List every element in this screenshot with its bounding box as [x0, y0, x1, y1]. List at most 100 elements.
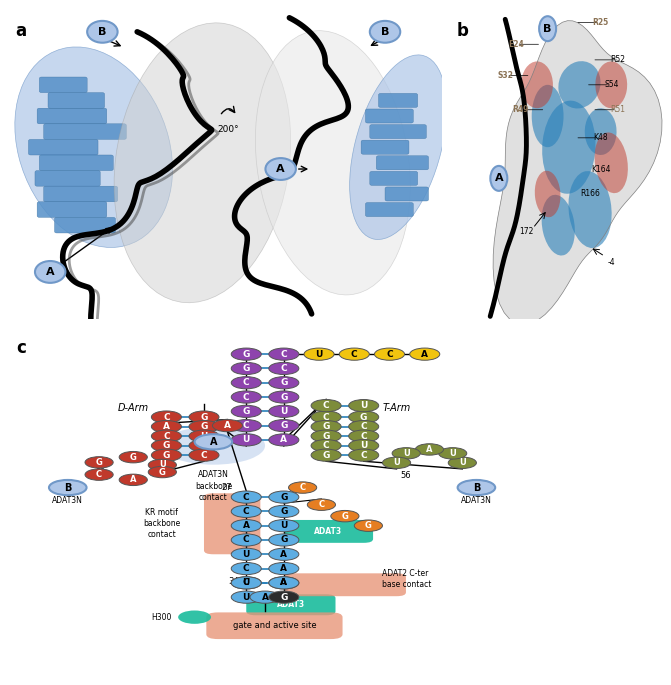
Text: B: B [98, 27, 107, 37]
Text: S32: S32 [497, 71, 513, 80]
Text: C: C [351, 349, 358, 359]
Circle shape [189, 421, 219, 433]
Ellipse shape [256, 31, 411, 295]
Text: K164: K164 [591, 164, 611, 173]
Text: A: A [46, 267, 54, 277]
Ellipse shape [15, 47, 172, 247]
Text: G: G [201, 422, 207, 431]
Circle shape [349, 411, 378, 423]
Circle shape [269, 577, 299, 589]
Circle shape [331, 510, 359, 522]
Text: U: U [403, 449, 409, 458]
Text: U: U [243, 436, 250, 445]
Circle shape [311, 430, 341, 443]
Text: c: c [16, 339, 26, 357]
Circle shape [189, 430, 219, 443]
FancyBboxPatch shape [37, 108, 107, 124]
Circle shape [269, 434, 299, 446]
Ellipse shape [595, 132, 628, 193]
Text: B: B [544, 24, 552, 34]
Circle shape [231, 348, 261, 360]
Circle shape [231, 548, 261, 560]
Circle shape [448, 457, 476, 469]
Ellipse shape [535, 171, 560, 217]
Text: G: G [280, 421, 287, 430]
Circle shape [231, 362, 261, 375]
Circle shape [439, 447, 467, 459]
Circle shape [269, 506, 299, 517]
Text: G: G [243, 364, 250, 373]
Circle shape [195, 434, 232, 449]
Circle shape [311, 399, 341, 412]
FancyBboxPatch shape [366, 109, 413, 123]
Text: G: G [130, 453, 137, 462]
Text: ADAT3: ADAT3 [315, 527, 342, 536]
Ellipse shape [595, 62, 627, 108]
FancyBboxPatch shape [44, 186, 117, 202]
Text: a: a [15, 23, 27, 40]
Circle shape [152, 449, 181, 461]
Circle shape [269, 348, 299, 360]
Circle shape [231, 491, 261, 503]
Circle shape [266, 158, 296, 180]
Text: R166: R166 [580, 190, 600, 199]
Text: C: C [323, 401, 329, 410]
Text: A: A [243, 521, 250, 530]
Circle shape [269, 562, 299, 575]
Polygon shape [493, 21, 662, 325]
Text: C: C [323, 441, 329, 450]
Text: U: U [159, 460, 166, 469]
Circle shape [289, 482, 317, 493]
Circle shape [213, 419, 242, 432]
Text: R25: R25 [592, 18, 609, 27]
Circle shape [269, 391, 299, 403]
Ellipse shape [558, 61, 601, 108]
FancyBboxPatch shape [40, 155, 113, 171]
Text: S54: S54 [604, 80, 619, 89]
Text: R51: R51 [610, 105, 625, 114]
Text: U: U [360, 441, 367, 450]
Ellipse shape [162, 427, 265, 464]
Circle shape [415, 444, 444, 455]
Text: G: G [342, 512, 348, 521]
Text: ADAT3N: ADAT3N [52, 497, 83, 506]
Circle shape [152, 430, 181, 443]
Circle shape [269, 377, 299, 389]
Circle shape [231, 520, 261, 532]
Text: 27: 27 [221, 484, 232, 493]
Circle shape [370, 21, 400, 42]
Text: U: U [201, 432, 207, 440]
Text: ADAT3: ADAT3 [277, 600, 305, 609]
Circle shape [231, 506, 261, 517]
Circle shape [311, 449, 341, 461]
Circle shape [152, 411, 181, 423]
Text: 19: 19 [95, 462, 106, 471]
Circle shape [458, 480, 495, 495]
Circle shape [49, 480, 87, 495]
FancyBboxPatch shape [35, 171, 100, 186]
Circle shape [119, 451, 148, 463]
Text: 200°: 200° [217, 125, 240, 134]
Circle shape [374, 348, 405, 360]
Text: gate and active site: gate and active site [233, 621, 316, 630]
Text: A: A [262, 593, 268, 601]
FancyBboxPatch shape [370, 125, 426, 138]
Ellipse shape [568, 171, 612, 248]
Text: G: G [163, 451, 170, 460]
Text: A: A [280, 436, 287, 445]
Text: KR motif
backbone
contact: KR motif backbone contact [143, 508, 180, 539]
Circle shape [269, 419, 299, 432]
Text: A: A [224, 421, 231, 430]
Text: C: C [318, 500, 325, 509]
FancyBboxPatch shape [284, 520, 373, 543]
FancyBboxPatch shape [366, 203, 413, 216]
Text: T-Arm: T-Arm [382, 403, 411, 413]
FancyBboxPatch shape [37, 202, 107, 217]
Circle shape [189, 440, 219, 451]
Circle shape [269, 591, 299, 603]
Circle shape [392, 447, 420, 459]
FancyBboxPatch shape [376, 155, 429, 170]
Circle shape [35, 261, 65, 283]
Text: U: U [450, 449, 456, 458]
FancyBboxPatch shape [284, 573, 406, 596]
